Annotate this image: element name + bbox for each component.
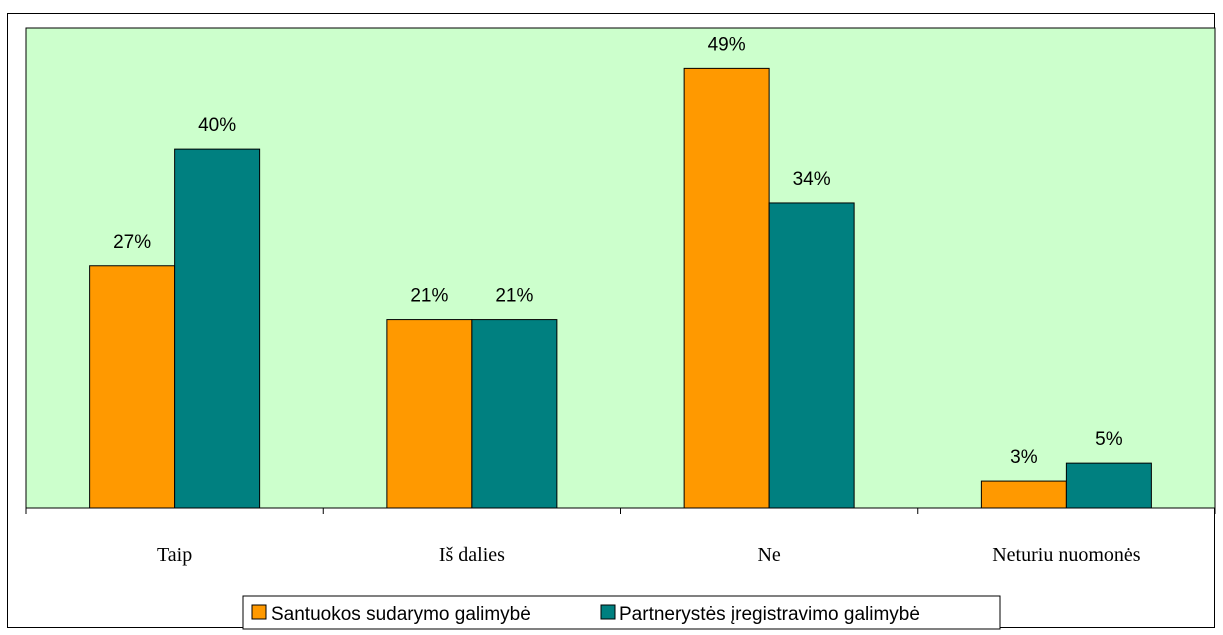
bar-is-dalies-series-2 bbox=[471, 319, 558, 509]
category-label-ne: Ne bbox=[757, 544, 780, 566]
value-label-taip-series-2: 40% bbox=[198, 115, 236, 136]
value-label-neturiu-nuomones-series-2: 5% bbox=[1095, 429, 1123, 450]
value-label-is-dalies-series-1: 21% bbox=[410, 286, 448, 307]
value-labels-group: 27% 40% 21% 21% 49% 34% 3% 5% bbox=[113, 34, 1123, 468]
x-ticks-group bbox=[25, 508, 1216, 514]
value-label-taip-series-1: 27% bbox=[113, 232, 151, 253]
legend-box bbox=[242, 595, 1001, 630]
value-label-is-dalies-series-2: 21% bbox=[495, 286, 533, 307]
bar-taip-series-2 bbox=[174, 148, 261, 509]
bar-ne-series-2 bbox=[768, 202, 855, 509]
legend-swatch-santuokos bbox=[251, 604, 267, 620]
legend-label-partnerystes: Partnerystės įregistravimo galimybė bbox=[619, 604, 920, 625]
legend-swatch-partnerystes bbox=[600, 604, 616, 620]
bars-group bbox=[89, 67, 1152, 509]
value-label-ne-series-2: 34% bbox=[793, 169, 831, 190]
bar-taip-series-1 bbox=[89, 265, 176, 509]
value-label-neturiu-nuomones-series-1: 3% bbox=[1010, 447, 1038, 468]
bar-neturiu-nuomones-series-1 bbox=[980, 480, 1067, 509]
category-labels-group: Taip Iš dalies Ne Neturiu nuomonės bbox=[157, 544, 1141, 566]
value-label-ne-series-1: 49% bbox=[708, 34, 746, 55]
category-label-taip: Taip bbox=[157, 544, 192, 566]
category-label-neturiu-nuomones: Neturiu nuomonės bbox=[992, 544, 1141, 566]
bar-is-dalies-series-1 bbox=[386, 319, 473, 509]
bar-neturiu-nuomones-series-2 bbox=[1065, 462, 1152, 509]
legend: Santuokos sudarymo galimybė Partnerystės… bbox=[242, 595, 1001, 630]
bar-ne-series-1 bbox=[683, 67, 770, 509]
legend-label-santuokos: Santuokos sudarymo galimybė bbox=[271, 604, 531, 625]
category-label-is-dalies: Iš dalies bbox=[439, 544, 505, 566]
